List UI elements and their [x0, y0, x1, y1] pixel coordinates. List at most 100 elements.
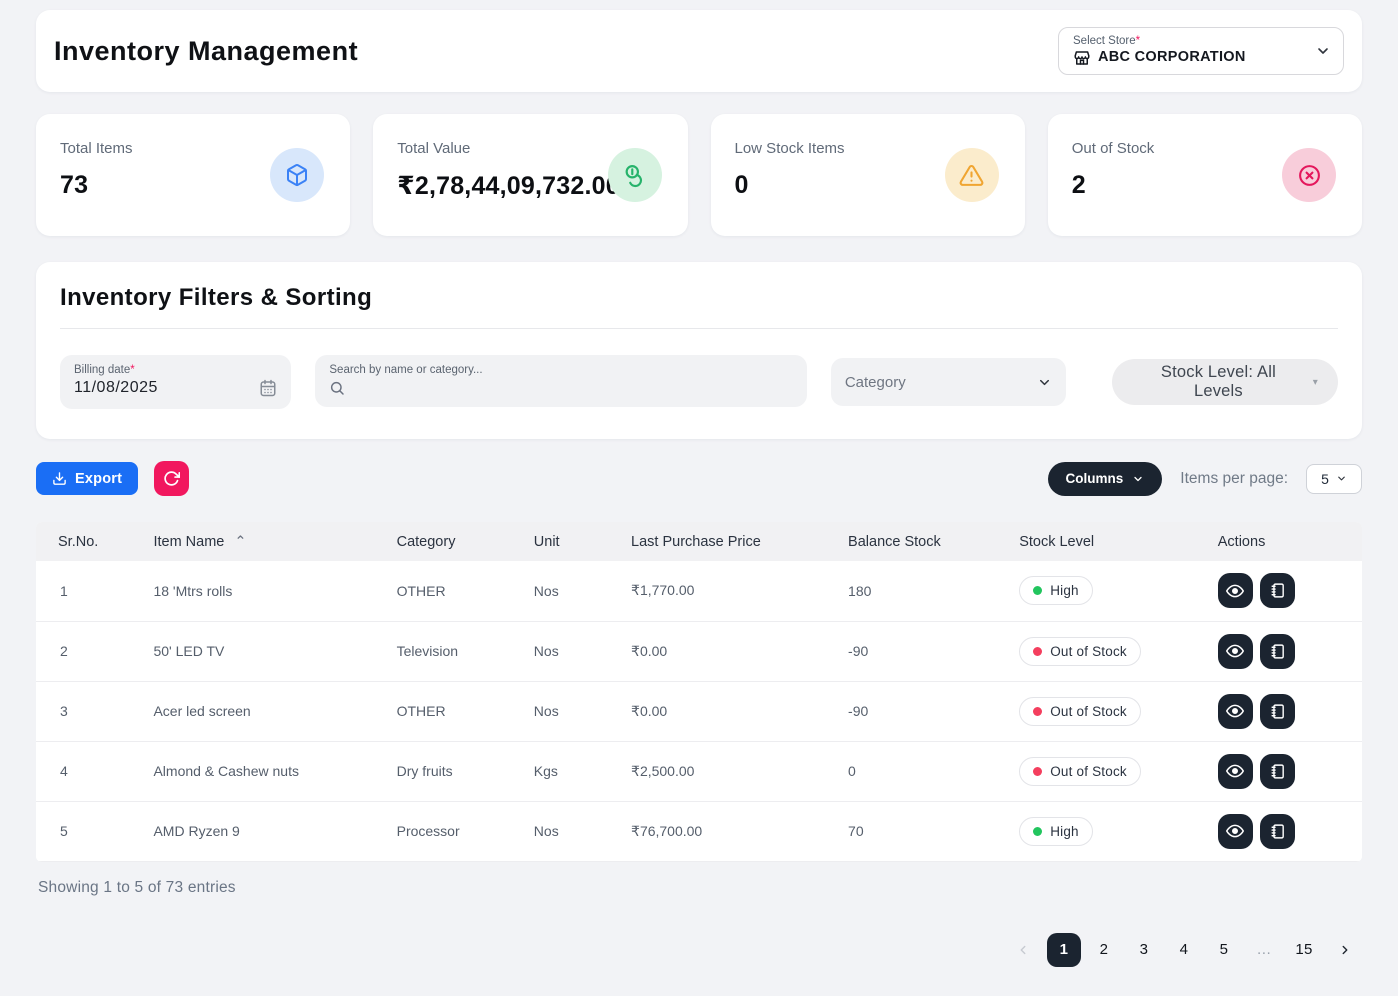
billing-date-field[interactable]: Billing date* 11/08/2025 — [60, 355, 292, 409]
chevron-down-icon — [1315, 43, 1331, 59]
cell-stock-level: Out of Stock — [1011, 741, 1210, 802]
store-select-value: ABC CORPORATION — [1098, 49, 1246, 66]
page-button[interactable]: 2 — [1087, 933, 1121, 967]
coins-icon — [607, 148, 662, 202]
x-circle-icon — [1282, 148, 1336, 202]
table-row: 2 50' LED TV Television Nos ₹0.00 -90 Ou… — [36, 621, 1362, 682]
stock-level-text: High — [1050, 823, 1079, 839]
page-button[interactable]: 4 — [1167, 933, 1201, 967]
stat-card-total-value: Total Value ₹2,78,44,09,732.00 — [373, 114, 688, 236]
cell-item-name: Acer led screen — [145, 681, 389, 742]
column-header-category: Category — [396, 533, 456, 550]
cell-actions — [1209, 621, 1362, 682]
refresh-icon — [163, 470, 181, 487]
page-button[interactable]: 1 — [1047, 932, 1081, 967]
inventory-table: Sr.No. Item Name ⌃ Category Unit Last Pur… — [36, 522, 1362, 862]
pagination-pages: 1 2 3 4 5… 15 — [1044, 932, 1324, 967]
required-asterisk: * — [130, 364, 135, 376]
view-button[interactable] — [1217, 573, 1253, 609]
view-button[interactable] — [1217, 813, 1253, 849]
ledger-button[interactable] — [1259, 693, 1295, 729]
search-placeholder-label: Search by name or category... — [329, 364, 483, 376]
search-input[interactable] — [353, 380, 793, 396]
stock-level-filter-label: Stock Level: All Levels — [1160, 363, 1276, 400]
export-button[interactable]: Export — [36, 462, 139, 495]
cell-balance-stock: -90 — [840, 681, 1012, 742]
column-header-last-purchase-price: Last Purchase Price — [631, 533, 761, 550]
pagination-ellipsis: … — [1247, 933, 1281, 967]
ledger-button[interactable] — [1259, 813, 1295, 849]
chevron-down-icon: ▾ — [1312, 376, 1318, 388]
pagination: 1 2 3 4 5… 15 — [36, 932, 1362, 967]
cell-last-purchase-price: ₹0.00 — [623, 681, 841, 742]
stock-level-filter-button[interactable]: Stock Level: All Levels ▾ — [1112, 359, 1338, 405]
ledger-book-icon — [1269, 643, 1286, 660]
stat-value: 73 — [60, 171, 89, 199]
cell-stock-level: High — [1011, 561, 1210, 622]
search-icon — [329, 380, 345, 396]
status-dot-icon — [1033, 766, 1043, 776]
stock-level-badge: High — [1019, 816, 1093, 846]
export-button-label: Export — [75, 470, 123, 487]
cell-category: OTHER — [388, 561, 526, 622]
chevron-down-icon — [1132, 473, 1144, 485]
table-row: 3 Acer led screen OTHER Nos ₹0.00 -90 Ou… — [36, 681, 1362, 742]
view-button[interactable] — [1217, 693, 1253, 729]
store-select[interactable]: Select Store* ABC CORPORATION — [1058, 27, 1344, 75]
cell-unit: Nos — [525, 801, 624, 862]
page-button[interactable]: 5 — [1207, 933, 1241, 967]
status-dot-icon — [1033, 586, 1043, 596]
stock-level-badge: High — [1019, 576, 1093, 606]
billing-date-value: 11/08/2025 — [74, 379, 158, 396]
page-header: Inventory Management Select Store* ABC C… — [36, 10, 1362, 92]
eye-icon — [1226, 582, 1245, 600]
ledger-button[interactable] — [1259, 633, 1295, 669]
cell-srno: 3 — [36, 681, 146, 742]
page-button[interactable]: 15 — [1287, 933, 1321, 967]
cell-stock-level: Out of Stock — [1011, 681, 1210, 742]
items-per-page-select[interactable]: 5 — [1306, 463, 1362, 494]
cell-category: Television — [388, 621, 526, 682]
cell-srno: 2 — [36, 621, 146, 682]
cell-item-name: AMD Ryzen 9 — [145, 801, 389, 862]
cell-last-purchase-price: ₹2,500.00 — [623, 741, 841, 802]
view-button[interactable] — [1217, 753, 1253, 789]
stat-label: Total Value — [397, 140, 471, 157]
ledger-button[interactable] — [1259, 573, 1295, 609]
stock-level-text: Out of Stock — [1050, 643, 1127, 659]
table-row: 1 18 'Mtrs rolls OTHER Nos ₹1,770.00 180… — [36, 561, 1362, 622]
calendar-icon[interactable] — [259, 379, 277, 397]
table-row: 4 Almond & Cashew nuts Dry fruits Kgs ₹2… — [36, 741, 1362, 802]
status-dot-icon — [1033, 826, 1043, 836]
columns-button[interactable]: Columns — [1047, 461, 1163, 496]
sort-asc-icon: ⌃ — [234, 533, 247, 550]
cell-unit: Nos — [525, 681, 624, 742]
view-button[interactable] — [1217, 633, 1253, 669]
filters-card: Inventory Filters & Sorting Billing date… — [36, 262, 1362, 439]
column-header-unit: Unit — [533, 533, 560, 550]
ledger-button[interactable] — [1259, 753, 1295, 789]
page-button[interactable]: 3 — [1127, 933, 1161, 967]
divider — [60, 328, 1338, 329]
ledger-book-icon — [1269, 763, 1286, 780]
download-icon — [52, 471, 67, 486]
ledger-book-icon — [1269, 823, 1286, 840]
stock-level-text: Out of Stock — [1050, 703, 1127, 719]
cell-category: OTHER — [388, 681, 526, 742]
column-header-item-name[interactable]: Item Name ⌃ — [153, 533, 247, 550]
eye-icon — [1226, 642, 1245, 660]
cell-item-name: Almond & Cashew nuts — [145, 741, 389, 802]
pagination-prev-icon[interactable] — [1008, 933, 1038, 967]
cell-stock-level: Out of Stock — [1011, 621, 1210, 682]
items-per-page-label: Items per page: — [1180, 469, 1288, 487]
search-field[interactable]: Search by name or category... — [315, 355, 807, 407]
stat-card-low-stock: Low Stock Items 0 — [710, 114, 1025, 236]
stock-level-badge: Out of Stock — [1019, 636, 1141, 666]
pagination-next-icon[interactable] — [1330, 933, 1360, 967]
cell-last-purchase-price: ₹0.00 — [623, 621, 841, 682]
cell-category: Dry fruits — [388, 741, 526, 802]
package-icon — [270, 148, 325, 202]
category-dropdown[interactable]: Category — [830, 358, 1067, 406]
stock-level-text: High — [1050, 583, 1079, 599]
refresh-button[interactable] — [154, 461, 190, 496]
